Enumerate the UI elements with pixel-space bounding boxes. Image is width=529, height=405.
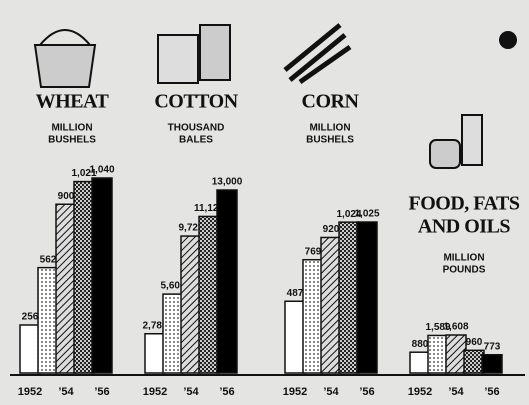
bar	[163, 294, 183, 373]
value-label: 562	[40, 254, 57, 265]
group-unit: MILLION	[309, 123, 350, 134]
group-unit: POUNDS	[443, 265, 486, 276]
value-label: 13,000	[212, 177, 243, 188]
bar	[464, 350, 484, 373]
bar	[357, 222, 377, 373]
value-label: 1,025	[354, 209, 379, 220]
value-label: 960	[466, 337, 483, 348]
x-tick-label: 1952	[408, 386, 432, 398]
bar	[482, 355, 502, 373]
bar	[446, 335, 466, 373]
x-tick-label: ’54	[448, 386, 464, 398]
group-name: FOOD, FATS	[409, 193, 520, 215]
bar	[199, 216, 219, 373]
bar	[145, 334, 165, 373]
value-label: 880	[412, 339, 429, 350]
value-label: 1,608	[443, 322, 468, 333]
value-label: 900	[58, 191, 75, 202]
value-label: 773	[484, 341, 501, 352]
x-tick-label: 1952	[18, 386, 42, 398]
x-tick-label: ’56	[219, 386, 234, 398]
x-tick-label: ’54	[323, 386, 339, 398]
group-unit: MILLION	[51, 123, 92, 134]
group-unit: THOUSAND	[168, 123, 225, 134]
value-label: 1,040	[89, 165, 114, 176]
value-label: 487	[287, 288, 304, 299]
bar	[303, 260, 323, 373]
x-tick-label: ’56	[359, 386, 374, 398]
bar	[321, 237, 341, 373]
group-unit: BALES	[179, 135, 213, 146]
value-label: 920	[323, 224, 340, 235]
bar	[339, 222, 359, 373]
x-tick-label: 1952	[143, 386, 167, 398]
value-label: 256	[22, 312, 39, 323]
group-unit: MILLION	[443, 253, 484, 264]
group-unit: BUSHELS	[306, 135, 354, 146]
bar	[38, 268, 58, 373]
group-name: WHEAT	[36, 91, 110, 113]
x-tick-label: 1952	[283, 386, 307, 398]
bar	[56, 204, 76, 373]
chart: WHEATMILLIONBUSHELS2565629001,0211,04019…	[0, 0, 529, 405]
group-name: CORN	[302, 91, 360, 113]
bar	[181, 236, 201, 373]
x-tick-label: ’56	[94, 386, 109, 398]
x-tick-label: ’56	[484, 386, 499, 398]
bar	[428, 335, 448, 373]
x-tick-label: ’54	[183, 386, 199, 398]
value-label: 769	[305, 246, 322, 257]
group-name: AND OILS	[418, 216, 511, 238]
bar	[20, 325, 40, 373]
bar	[217, 190, 237, 373]
x-tick-label: ’54	[58, 386, 74, 398]
group-name: COTTON	[154, 91, 238, 113]
bar	[74, 182, 94, 373]
bar	[410, 352, 430, 373]
bar	[92, 178, 112, 373]
group-unit: BUSHELS	[48, 135, 96, 146]
bar	[285, 301, 305, 373]
